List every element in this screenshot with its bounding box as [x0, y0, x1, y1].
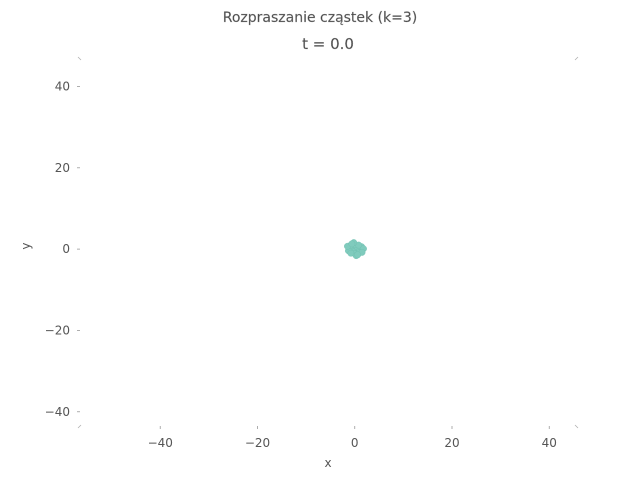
- particle-point: [354, 251, 362, 259]
- y-tick-label: −40: [45, 405, 70, 419]
- y-tick-label: 20: [55, 161, 70, 175]
- chart-subtitle: t = 0.0: [302, 35, 354, 53]
- y-axis-ticks: 40 20 0 −20 −40: [45, 79, 80, 419]
- x-tick-label: 0: [351, 436, 359, 450]
- x-tick-label: −20: [245, 436, 270, 450]
- plot-frame-corners: [77, 56, 579, 429]
- x-tick-label: −40: [148, 436, 173, 450]
- y-tick-label: 40: [55, 79, 70, 93]
- y-tick-label: −20: [45, 323, 70, 337]
- y-axis-label: y: [19, 242, 33, 249]
- x-tick-label: 20: [444, 436, 459, 450]
- particle-point: [348, 240, 356, 248]
- x-axis-label: x: [324, 456, 331, 470]
- y-tick-label: 0: [62, 242, 70, 256]
- x-axis-ticks: −40 −20 0 20 40: [148, 426, 557, 450]
- particle-points: [344, 239, 367, 260]
- chart-title: Rozpraszanie cząstek (k=3): [223, 10, 418, 26]
- x-tick-label: 40: [542, 436, 557, 450]
